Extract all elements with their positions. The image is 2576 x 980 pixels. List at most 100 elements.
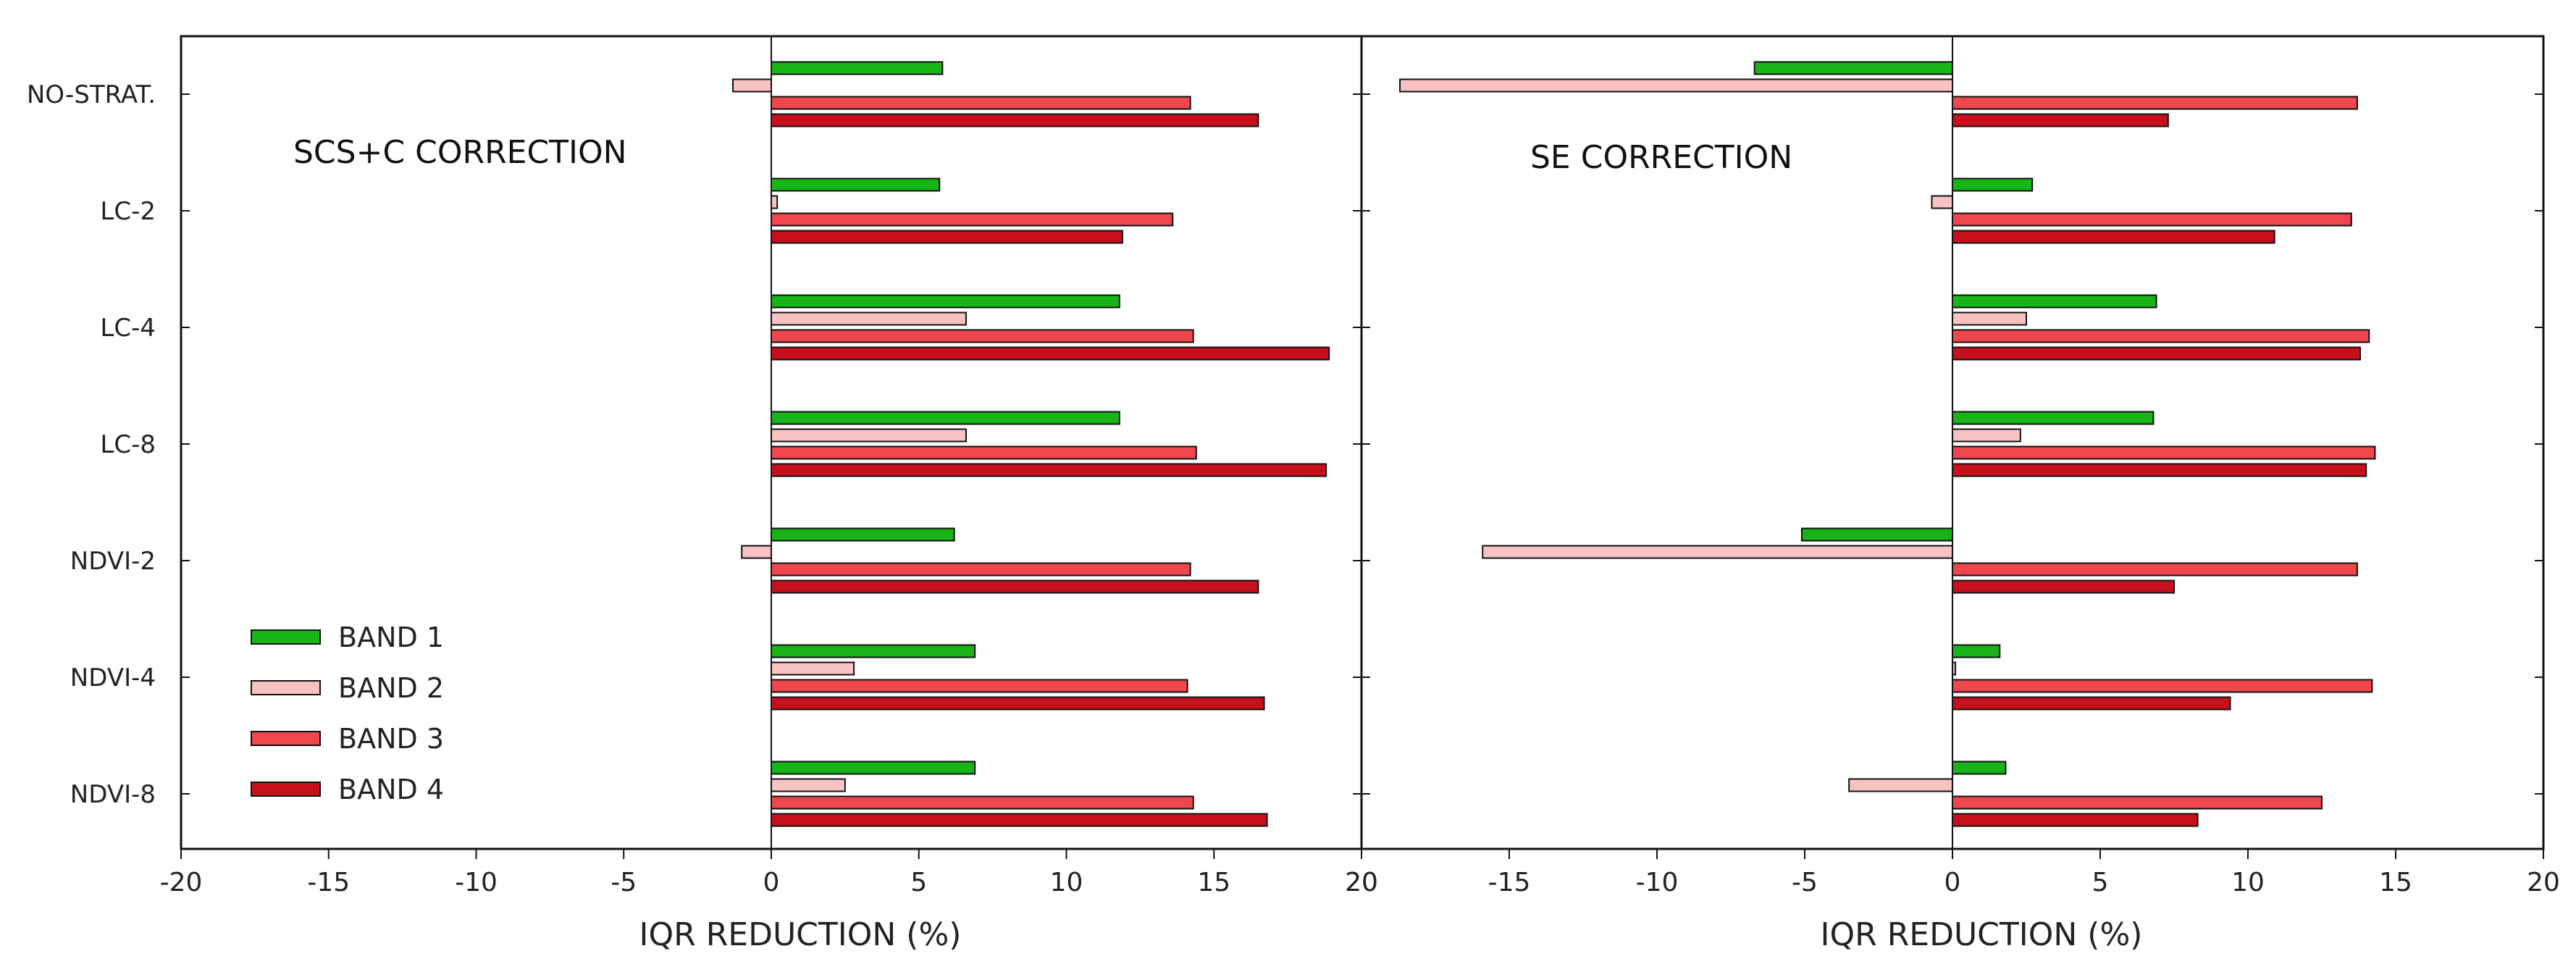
bar-band3 <box>1952 212 2352 227</box>
x-tick-label: 5 <box>2092 868 2109 897</box>
panel-2: 20 -15 -10 -5 0 5 10 15 20 IQR REDUCTION (%) SE CO… <box>1345 35 2560 953</box>
x-tick-label: 20 <box>2527 868 2560 897</box>
category-label: NDVI-8 <box>70 780 156 809</box>
bar-band3 <box>1952 562 2358 577</box>
bar-band2 <box>732 78 773 93</box>
bar-band4 <box>1952 463 2367 477</box>
bar-band1 <box>1952 411 2155 425</box>
legend-label: BAND 2 <box>338 672 444 704</box>
x-axis-title: IQR REDUCTION (%) <box>639 916 962 953</box>
legend-item: BAND 2 <box>251 672 444 704</box>
bar-band4 <box>771 230 1123 244</box>
bar-band2 <box>771 195 779 209</box>
bar-band4 <box>1952 579 2175 594</box>
x-tick-label: -5 <box>1792 868 1818 897</box>
x-axis-title: IQR REDUCTION (%) <box>1821 916 2143 953</box>
bar-band1 <box>1753 61 1953 75</box>
panel-title: SCS+C CORRECTION <box>293 134 627 171</box>
bar-band4 <box>1952 346 2362 361</box>
bar-band2 <box>1952 661 1957 676</box>
legend-item: BAND 1 <box>251 621 444 653</box>
bar-band4 <box>1952 113 2169 127</box>
x-tick-label: -20 <box>160 868 203 897</box>
bar-band4 <box>1952 696 2231 711</box>
bar-band4 <box>771 579 1259 594</box>
category-label: LC-2 <box>100 197 156 226</box>
bar-band4 <box>1952 813 2199 827</box>
bar-band2 <box>771 661 855 676</box>
category-label: NDVI-4 <box>70 663 156 692</box>
bar-band2 <box>771 428 967 443</box>
panel-1: -20 -15 -10 -5 0 5 10 15 20 IQR REDUCTION (%) SCS+… <box>27 35 1378 953</box>
legend-item: BAND 4 <box>251 774 444 805</box>
bar-band1 <box>1952 761 2007 775</box>
x-tick-label: -15 <box>307 868 350 897</box>
bar-band2 <box>741 545 772 559</box>
bar-band3 <box>771 212 1174 227</box>
bar-band1 <box>771 294 1120 309</box>
legend: BAND 1 BAND 2 BAND 3 BAND 4 <box>251 621 444 805</box>
bar-band1 <box>1952 294 2157 309</box>
x-tick-label: 20 <box>1345 868 1378 897</box>
x-tick-label: 15 <box>1197 868 1230 897</box>
bar-band4 <box>771 463 1327 477</box>
bar-band1 <box>771 527 955 542</box>
x-tick-label: 10 <box>2231 868 2265 897</box>
bar-band3 <box>1952 329 2370 343</box>
legend-label: BAND 3 <box>338 723 444 755</box>
bar-band4 <box>771 813 1268 827</box>
bar-band1 <box>1800 527 1953 542</box>
bar-band3 <box>771 562 1191 577</box>
bar-band3 <box>1952 679 2373 693</box>
bar-band3 <box>771 795 1194 810</box>
bar-band4 <box>1952 230 2275 244</box>
bar-band4 <box>771 113 1259 127</box>
legend-swatch <box>251 629 321 645</box>
bar-band1 <box>1952 177 2034 192</box>
bar-band1 <box>771 61 944 75</box>
category-label: NO-STRAT. <box>27 80 156 109</box>
bar-band2 <box>1952 428 2021 443</box>
x-tick-label: -10 <box>1636 868 1679 897</box>
x-tick-label: 5 <box>910 868 927 897</box>
category-label: NDVI-2 <box>70 547 156 576</box>
x-tick-label: -10 <box>455 868 498 897</box>
bar-band1 <box>771 761 976 775</box>
legend-label: BAND 1 <box>338 621 444 653</box>
category-label: LC-8 <box>100 430 156 459</box>
x-tick-label: -15 <box>1488 868 1531 897</box>
legend-item: BAND 3 <box>251 723 444 755</box>
bar-band3 <box>1952 445 2376 460</box>
chart-panels: -20 -15 -10 -5 0 5 10 15 20 IQR REDUCTION (%) SCS+… <box>27 35 2560 953</box>
bar-band3 <box>771 445 1197 460</box>
bar-band1 <box>771 411 1120 425</box>
bar-band3 <box>771 96 1191 110</box>
bar-band3 <box>1952 96 2358 110</box>
bar-band2 <box>1482 545 1953 559</box>
bar-band1 <box>1952 644 2001 658</box>
category-label: LC-4 <box>100 314 156 343</box>
bar-band2 <box>1952 311 2027 326</box>
bar-band2 <box>1848 778 1953 792</box>
x-tick-label: 10 <box>1050 868 1083 897</box>
x-tick-label: 15 <box>2379 868 2412 897</box>
x-tick-label: -5 <box>611 868 637 897</box>
x-tick-label: 0 <box>763 868 780 897</box>
legend-label: BAND 4 <box>338 774 444 805</box>
legend-swatch <box>251 782 321 797</box>
x-tick-label: 20 <box>1345 868 1378 897</box>
bar-band2 <box>1931 195 1953 209</box>
bar-band2 <box>771 311 967 326</box>
bar-band4 <box>771 696 1265 711</box>
bar-band1 <box>771 644 976 658</box>
bar-band3 <box>1952 795 2323 810</box>
legend-swatch <box>251 680 321 695</box>
x-tick-label: 0 <box>1944 868 1961 897</box>
bar-band1 <box>771 177 941 192</box>
legend-swatch <box>251 731 321 746</box>
bar-band2 <box>1399 78 1954 93</box>
panel-title: SE CORRECTION <box>1530 139 1792 176</box>
bar-band4 <box>771 346 1330 361</box>
bar-band2 <box>771 778 846 792</box>
